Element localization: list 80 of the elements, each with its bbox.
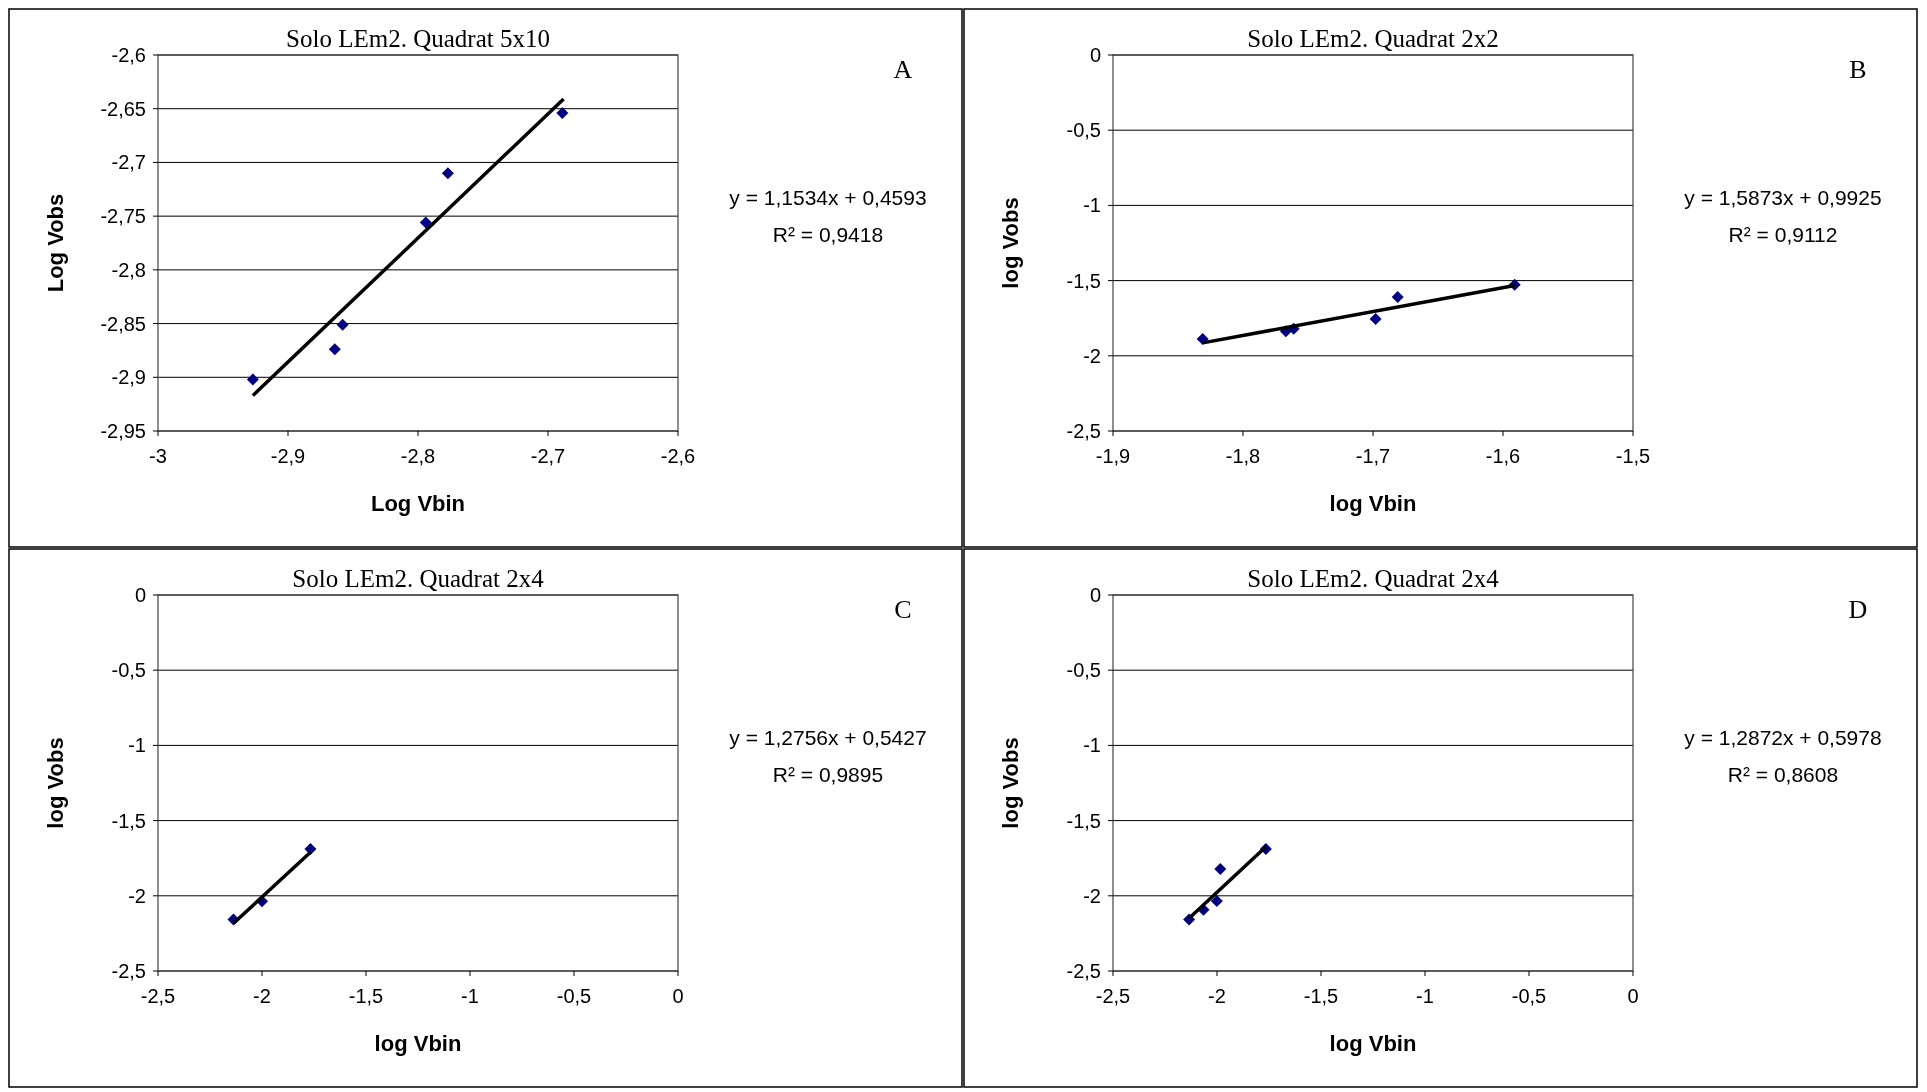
chart-title: Solo LEm2. Quadrat 2x2 [1247,25,1499,52]
chart-title: Solo LEm2. Quadrat 5x10 [286,25,550,52]
x-tick-label: -1 [1416,985,1434,1007]
y-axis-title: log Vobs [998,737,1023,829]
y-tick-label: -0,5 [1066,119,1101,142]
text: R² = 0,9418 [772,223,884,246]
y-tick-label: -1 [1083,734,1101,757]
y-tick-label: -2,65 [100,97,146,120]
x-tick-label: -1,5 [1303,985,1339,1007]
x-tick-label: -2,8 [400,445,436,467]
point [328,343,341,356]
y-tick-label: -2,7 [111,151,146,174]
y-tick-label: -2,5 [1066,960,1101,982]
text: D [1848,595,1868,624]
x-tick-label: -2,7 [530,445,566,467]
point [441,167,454,180]
point [1369,313,1382,326]
x-axis-title: log Vbin [1329,1031,1417,1056]
chart-title: Solo LEm2. Quadrat 2x4 [292,565,545,592]
y-tick-label: -2,6 [111,44,146,66]
x-tick-label: -1,6 [1485,445,1521,467]
text: y = 1,1534x + 0,4593 [729,186,927,209]
text: y = 1,5873x + 0,9925 [1684,186,1882,209]
text: B [1849,55,1867,84]
y-tick-label: -2,75 [100,205,146,228]
x-axis-title: Log Vbin [370,491,466,516]
x-tick-label: -3 [149,445,167,467]
y-tick-label: -0,5 [111,659,146,682]
y-tick-label: -2,9 [111,366,146,389]
y-tick-label: -2 [1083,884,1101,907]
y-tick-label: 0 [1089,584,1101,606]
point [1214,863,1227,876]
x-tick-label: -0,5 [556,985,592,1007]
x-tick-label: -1,9 [1095,445,1131,467]
x-tick-label: -1,7 [1355,445,1391,467]
x-tick-label: -1,8 [1225,445,1261,467]
y-tick-label: -1 [128,734,146,757]
y-axis-title: log Vobs [998,197,1023,289]
x-tick-label: -0,5 [1511,985,1547,1007]
x-tick-label: 0 [1627,985,1639,1007]
y-tick-label: -2 [1083,344,1101,367]
text: R² = 0,9895 [772,763,884,786]
x-tick-label: 0 [672,985,684,1007]
point [1210,894,1223,907]
point [1391,290,1404,303]
y-tick-label: 0 [134,584,146,606]
y-tick-label: -1 [1083,194,1101,217]
point [246,373,259,386]
y-tick-label: -2 [128,884,146,907]
text: R² = 0,8608 [1727,763,1839,786]
y-tick-label: -1,5 [111,809,146,832]
y-tick-label: -1,5 [1066,809,1101,832]
y-tick-label: -2,5 [111,960,146,982]
chart-title: Solo LEm2. Quadrat 2x4 [1247,565,1500,592]
text: y = 1,2872x + 0,5978 [1684,726,1882,749]
point [419,216,432,229]
y-tick-label: -1,5 [1066,269,1101,292]
y-tick-label: -0,5 [1066,659,1101,682]
x-tick-label: -2,9 [270,445,306,467]
x-tick-label: -1,5 [348,985,384,1007]
y-tick-label: -2,5 [1066,420,1101,442]
point [556,107,569,120]
text: C [894,595,912,624]
x-tick-label: -1 [461,985,479,1007]
y-tick-label: -2,8 [111,258,146,281]
x-tick-label: -2 [253,985,271,1007]
y-tick-label: 0 [1089,44,1101,66]
y-axis-title: log Vobs [43,737,68,829]
x-axis-title: log Vbin [1329,491,1417,516]
point [336,318,349,331]
x-axis-title: log Vbin [374,1031,462,1056]
text: A [893,55,913,84]
text: R² = 0,9112 [1728,223,1838,246]
x-tick-label: -2,6 [660,445,696,467]
x-tick-label: -1,5 [1615,445,1651,467]
y-axis-title: Log Vobs [43,193,68,293]
y-tick-label: -2,85 [100,312,146,335]
x-tick-label: -2 [1208,985,1226,1007]
y-tick-label: -2,95 [100,420,146,442]
text: y = 1,2756x + 0,5427 [729,726,927,749]
